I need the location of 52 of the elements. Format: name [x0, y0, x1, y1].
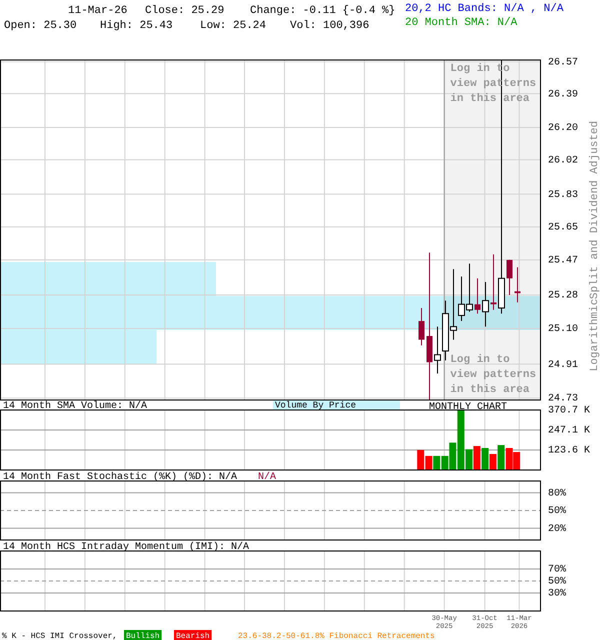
y-tick-label: 25.10 [548, 324, 578, 336]
y-tick-label: 24.91 [548, 360, 578, 371]
y-tick-label: 70% [548, 564, 566, 576]
annotation: N/A [258, 471, 276, 483]
candlestick [434, 326, 441, 374]
text: Bullish [126, 632, 160, 640]
text: High: 25.43 [100, 20, 173, 32]
y-tick-label: 247.1 K [548, 426, 590, 437]
text: Logarithmic [589, 298, 600, 372]
text: Bearish [176, 632, 210, 640]
y-tick-label: 50% [548, 506, 566, 518]
y-tick-label: 26.39 [548, 89, 578, 100]
chart-title: 14 Month SMA Volume: N/A [3, 400, 148, 412]
text: Close: 25.29 [145, 5, 224, 17]
y-tick-label: 25.47 [548, 256, 578, 267]
candlestick [418, 308, 424, 346]
candlestick [482, 282, 489, 328]
candlestick [474, 278, 480, 314]
y-tick-label: 26.20 [548, 123, 578, 134]
annotation: Log in to view patterns in this area [450, 354, 536, 396]
chart-title: 14 Month Fast Stochastic (%K) (%D): N/A [3, 471, 238, 483]
text: 20,2 HC Bands: N/A , N/A [405, 3, 564, 15]
text: % K - HCS IMI Crossover, [2, 632, 118, 640]
y-tick-label: 50% [548, 576, 566, 588]
y-tick-label: 370.7 K [548, 406, 590, 417]
text: Open: 25.30 [4, 20, 77, 32]
text: 20 Month SMA: N/A [405, 17, 518, 29]
y-tick-label: 30% [548, 588, 566, 600]
chart-title: 14 Month HCS Intraday Momentum (IMI): N/A [3, 541, 250, 553]
annotation: MONTHLY CHART [428, 402, 508, 413]
bar [489, 454, 496, 470]
bar [473, 446, 480, 470]
text: Low: 25.24 [200, 20, 266, 32]
y-tick-label: 20% [548, 524, 566, 535]
candlestick [506, 259, 512, 296]
y-tick-label: 25.65 [548, 222, 578, 234]
text: Change: -0.11 {-0.4 %} [250, 5, 396, 17]
y-tick-label: 25.28 [548, 290, 578, 302]
y-tick-label: 80% [548, 488, 566, 500]
text: 11-Mar-26 [68, 5, 128, 17]
text: Vol: 100,396 [290, 20, 370, 32]
bar [498, 445, 505, 470]
candlestick [490, 254, 496, 310]
y-tick-label: 24.73 [548, 394, 578, 405]
text: Volume By Price [275, 400, 356, 410]
y-tick-label: 123.6 K [548, 446, 590, 457]
y-axis-title: Split and Dividend Adjusted [589, 120, 600, 300]
bar [482, 448, 489, 470]
text: 23.6-38.2-50-61.8% Fibonacci Retracements [238, 632, 436, 640]
y-tick-label: 26.02 [548, 155, 578, 166]
y-tick-label: 25.83 [548, 190, 578, 201]
y-tick-label: 26.57 [548, 57, 578, 68]
